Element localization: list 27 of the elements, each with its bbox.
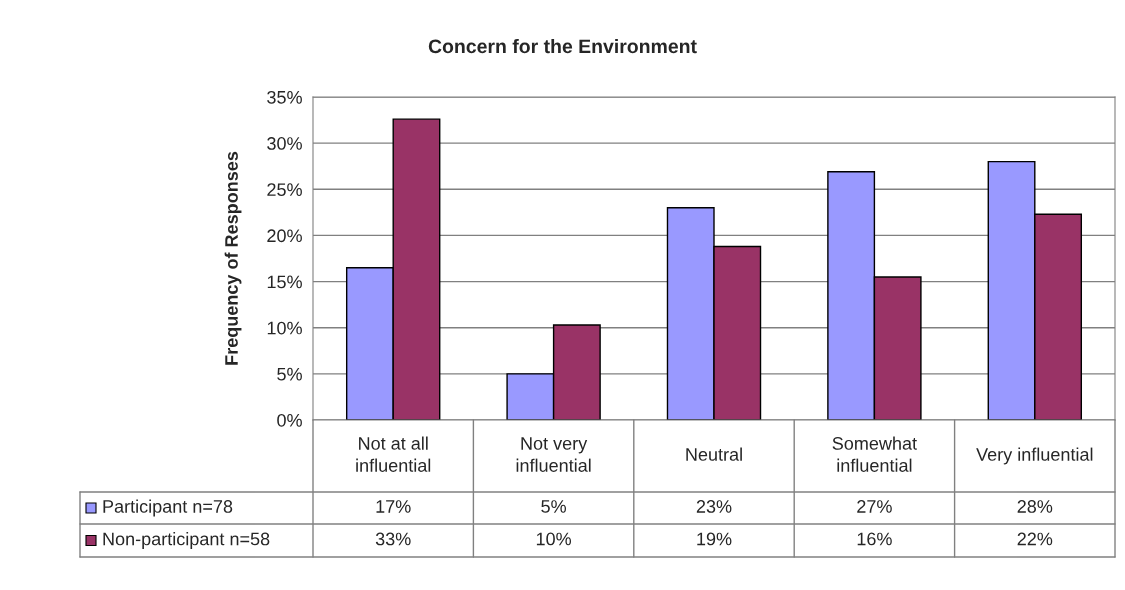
data-label: 10%: [536, 532, 572, 546]
y-tick-label: 20%: [267, 229, 302, 243]
data-label: 22%: [1017, 532, 1053, 546]
x-tick-label: Very influential: [976, 447, 1093, 465]
data-label: 19%: [697, 532, 732, 546]
x-tick-label: Neutral: [686, 447, 742, 461]
y-tick-label: 0%: [277, 413, 302, 427]
data-label: 33%: [375, 532, 411, 546]
data-label: 23%: [696, 500, 732, 513]
y-tick-label: 5%: [277, 367, 302, 381]
legend-label: Non-participant n=58: [103, 532, 270, 549]
legend-label: Participant n=78: [103, 499, 233, 517]
x-tick-label: Not very influential: [516, 437, 591, 472]
data-label: 16%: [857, 532, 892, 546]
chart-title: Concern for the Environment: [428, 38, 697, 54]
y-tick-label: 35%: [267, 90, 302, 104]
y-tick-label: 30%: [267, 137, 302, 150]
y-axis-title: Frequency of Responses: [224, 151, 242, 365]
y-tick-label: 25%: [267, 183, 302, 197]
data-label: 17%: [376, 500, 411, 513]
data-label: 27%: [857, 500, 892, 513]
x-tick-label: Not at all influential: [356, 436, 431, 472]
y-tick-label: 10%: [267, 321, 302, 335]
x-tick-label: Somewhat influential: [832, 436, 917, 472]
data-label: 5%: [541, 500, 567, 513]
data-label: 28%: [1017, 500, 1053, 513]
y-tick-label: 15%: [267, 275, 302, 289]
